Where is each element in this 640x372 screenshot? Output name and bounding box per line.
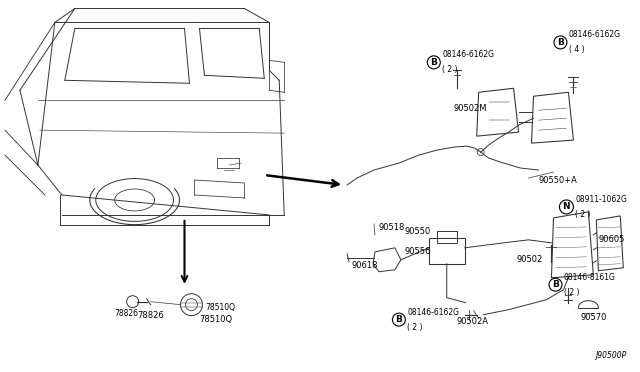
- Text: B: B: [557, 38, 564, 47]
- Text: 08146-6162G: 08146-6162G: [569, 31, 621, 39]
- Text: 90502A: 90502A: [457, 317, 489, 326]
- Text: 08146-8161G: 08146-8161G: [564, 273, 616, 282]
- Text: J90500P: J90500P: [595, 350, 627, 359]
- Text: 90556: 90556: [404, 247, 431, 256]
- Text: 08911-1062G: 08911-1062G: [575, 195, 627, 204]
- Text: 90618: 90618: [351, 261, 378, 270]
- Text: B: B: [430, 58, 437, 67]
- Text: 78510Q: 78510Q: [200, 315, 232, 324]
- Bar: [436, 231, 457, 243]
- Text: ( 2 ): ( 2 ): [442, 65, 458, 74]
- Text: N: N: [563, 202, 570, 211]
- Text: 78826: 78826: [138, 311, 164, 320]
- Text: 90550+A: 90550+A: [538, 176, 577, 185]
- Text: 90502M: 90502M: [453, 104, 486, 113]
- Text: 90605: 90605: [598, 235, 625, 244]
- Text: 90550: 90550: [404, 227, 431, 236]
- Bar: [429, 238, 465, 264]
- Text: 78510Q: 78510Q: [205, 303, 236, 312]
- Text: ( 2 ): ( 2 ): [564, 288, 579, 297]
- Text: 90518: 90518: [379, 223, 405, 232]
- Text: B: B: [552, 280, 559, 289]
- Text: 78826: 78826: [115, 309, 139, 318]
- Text: ( 2 ): ( 2 ): [575, 210, 591, 219]
- Text: 90502: 90502: [516, 255, 543, 264]
- Text: B: B: [396, 315, 403, 324]
- Text: ( 2 ): ( 2 ): [408, 323, 423, 331]
- Text: 08146-6162G: 08146-6162G: [408, 308, 460, 317]
- Text: 90570: 90570: [580, 313, 607, 322]
- Text: 08146-6162G: 08146-6162G: [442, 50, 494, 60]
- Text: ( 4 ): ( 4 ): [569, 45, 584, 54]
